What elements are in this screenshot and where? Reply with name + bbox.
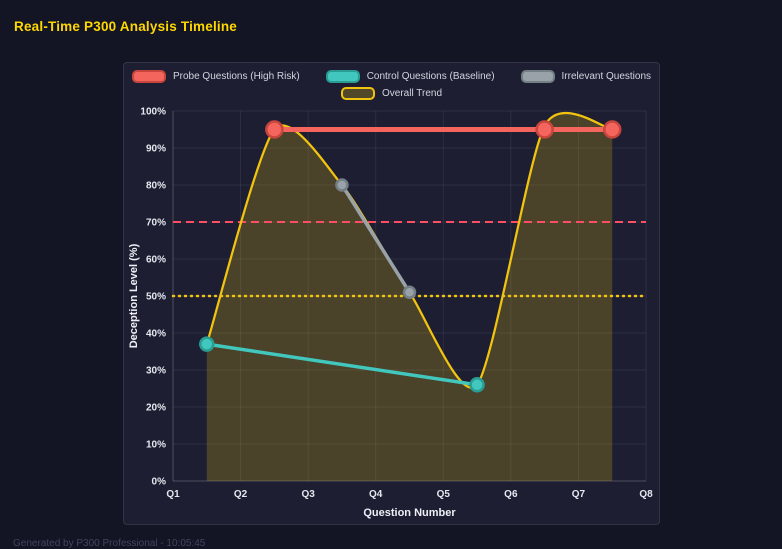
- timeline-chart: 0% 10% 20% 30% 40% 50% 60% 70% 80% 90% 100% Q1 Q2 Q3 Q…: [128, 107, 653, 520]
- y-tick-label: 90%: [146, 144, 166, 155]
- y-tick-label: 20%: [146, 403, 166, 414]
- legend-row-1: Probe Questions (High Risk) Control Quest…: [131, 70, 652, 83]
- legend-row-2: Overall Trend: [340, 87, 443, 100]
- page-title: Real-Time P300 Analysis Timeline: [14, 19, 238, 34]
- y-axis-title: Deception Level (%): [128, 243, 140, 348]
- x-tick-label: Q7: [572, 489, 586, 500]
- y-tick-label: 50%: [146, 292, 166, 303]
- data-point-control: [199, 336, 215, 352]
- chart-legend: Probe Questions (High Risk) Control Quest…: [124, 70, 659, 100]
- data-point-control: [469, 377, 485, 393]
- y-tick-label: 40%: [146, 329, 166, 340]
- x-tick-label: Q5: [437, 489, 451, 500]
- data-point-probe: [265, 120, 284, 139]
- legend-item-control[interactable]: Control Questions (Baseline): [325, 70, 495, 83]
- legend-marker-trend: [340, 87, 375, 100]
- y-tick-label: 0%: [152, 477, 167, 488]
- x-tick-label: Q8: [639, 489, 653, 500]
- series-line-irrelevant: [340, 183, 412, 295]
- legend-marker-control: [325, 70, 360, 83]
- data-point-irrelevant: [335, 178, 349, 192]
- y-tick-label: 60%: [146, 255, 166, 266]
- legend-label-trend: Overall Trend: [381, 88, 443, 99]
- series-line-control: [205, 342, 479, 387]
- legend-label-probe: Probe Questions (High Risk): [172, 71, 300, 82]
- grid: [172, 110, 647, 482]
- series-markers-control: [199, 336, 485, 393]
- axis-ticks: 0% 10% 20% 30% 40% 50% 60% 70% 80% 90% 100% Q1 Q2 Q3 Q…: [140, 107, 653, 501]
- x-tick-label: Q3: [301, 489, 315, 500]
- legend-marker-irrelevant: [520, 70, 555, 83]
- y-tick-label: 100%: [140, 107, 166, 118]
- legend-marker-probe: [131, 70, 166, 83]
- y-tick-label: 30%: [146, 366, 166, 377]
- y-tick-label: 10%: [146, 440, 166, 451]
- x-tick-label: Q1: [166, 489, 180, 500]
- footer-note: Generated by P300 Professional - 10:05:4…: [13, 538, 206, 549]
- legend-label-control: Control Questions (Baseline): [366, 71, 495, 82]
- legend-item-probe[interactable]: Probe Questions (High Risk): [131, 70, 300, 83]
- data-point-probe: [535, 120, 554, 139]
- data-point-irrelevant: [402, 285, 417, 300]
- x-axis-title: Question Number: [363, 507, 456, 519]
- legend-item-irrelevant[interactable]: Irrelevant Questions: [520, 70, 652, 83]
- series-markers-probe: [265, 120, 622, 139]
- y-tick-label: 80%: [146, 181, 166, 192]
- series-markers-irrelevant: [335, 178, 417, 300]
- legend-item-trend[interactable]: Overall Trend: [340, 87, 443, 100]
- x-tick-label: Q6: [504, 489, 518, 500]
- y-tick-label: 70%: [146, 218, 166, 229]
- data-point-probe: [602, 120, 622, 139]
- x-tick-label: Q2: [234, 489, 248, 500]
- x-tick-label: Q4: [369, 489, 383, 500]
- chart-panel: Probe Questions (High Risk) Control Quest…: [123, 62, 660, 525]
- legend-label-irrelevant: Irrelevant Questions: [561, 71, 652, 82]
